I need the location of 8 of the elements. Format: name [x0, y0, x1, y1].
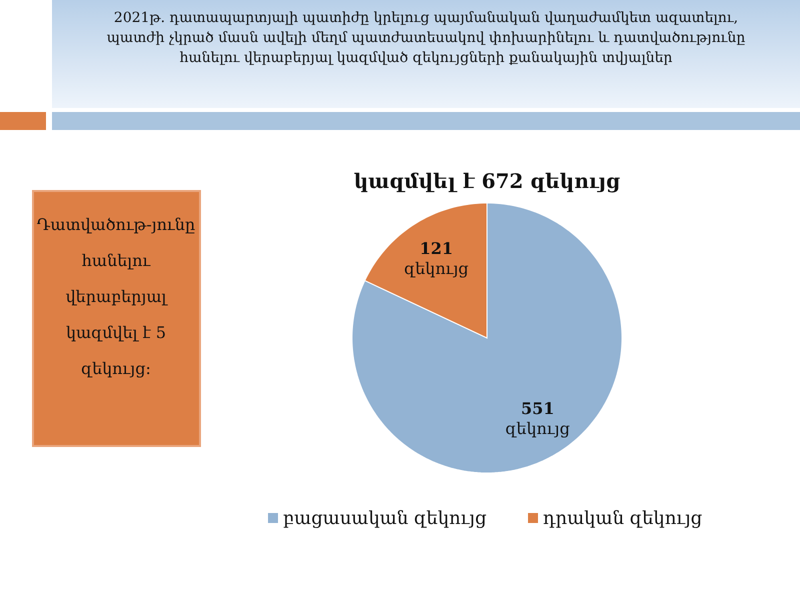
text: Դատվածութ-յունը հանելու վերաբերյալ կազմվել է 5 զեկույց:	[36, 215, 196, 378]
legend-label: դրական զեկույց	[543, 508, 703, 529]
legend-label: բացասական զեկույց	[283, 508, 487, 529]
data-label: 121 զեկույց	[404, 239, 469, 278]
data-label: 551 զեկույց	[505, 398, 570, 438]
pie-slice	[352, 202, 622, 474]
chart-title: 2021թ. դատապարտյալի պատիժը կրելուց պայմանական վաղաժամկետ ազատելու, պատժի չկրած մասն ավելի մեղմ պատժատեսակով փոխարինելու և դատվածությունը հանելու վերաբերյալ կազմված զեկույցների քանակային տվյալներ	[106, 10, 746, 66]
chart-subtitle: կազմվել է 672 զեկույց	[354, 169, 620, 193]
